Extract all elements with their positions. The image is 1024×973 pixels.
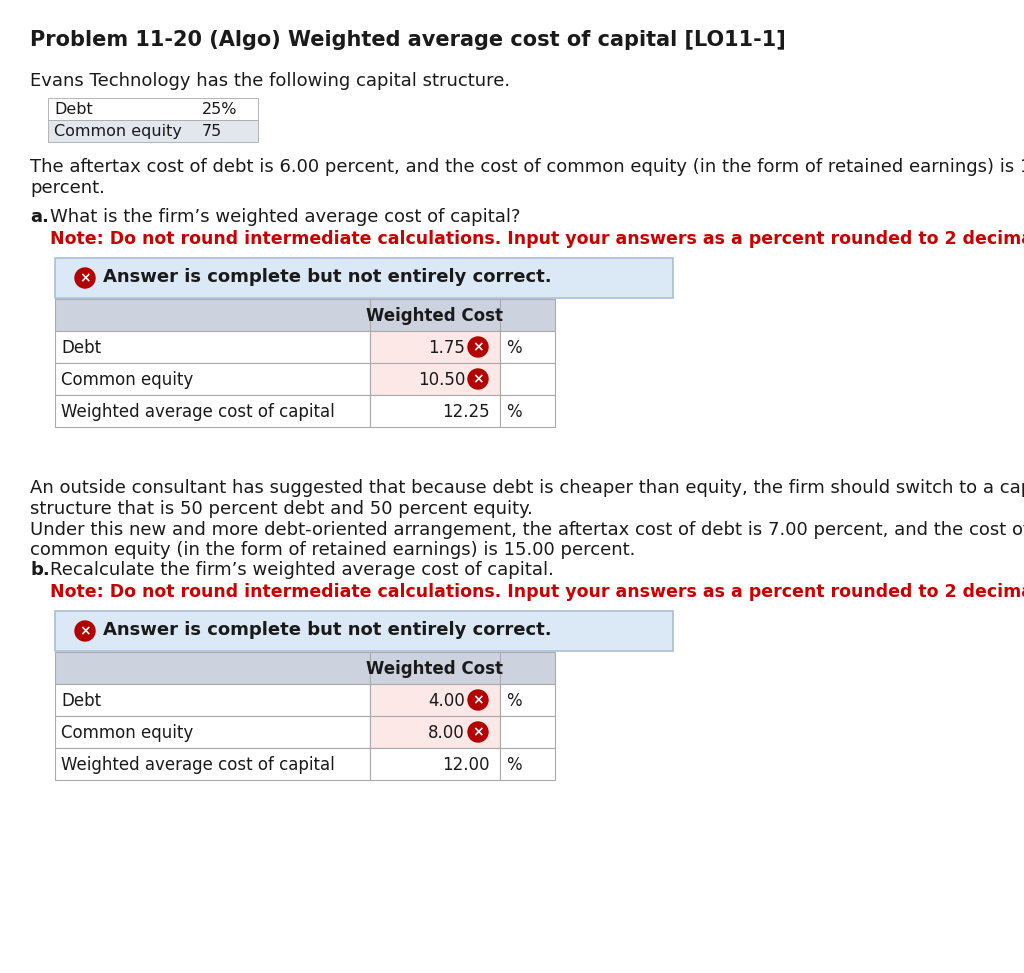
Bar: [55, 748, 370, 780]
Bar: [370, 716, 500, 748]
Text: Evans Technology has the following capital structure.: Evans Technology has the following capit…: [30, 72, 510, 90]
Text: Debt: Debt: [61, 339, 101, 357]
Text: Debt: Debt: [54, 102, 93, 117]
Circle shape: [75, 268, 95, 288]
Text: 8.00: 8.00: [428, 724, 465, 742]
Text: Common equity: Common equity: [54, 124, 182, 139]
Bar: [500, 363, 555, 395]
Text: %: %: [506, 756, 521, 774]
Text: Weighted Cost: Weighted Cost: [367, 660, 504, 678]
Bar: [55, 611, 673, 651]
Bar: [370, 363, 500, 395]
Text: Problem 11-20 (Algo) Weighted average cost of capital [LO11-1]: Problem 11-20 (Algo) Weighted average co…: [30, 30, 785, 50]
Text: 1.75: 1.75: [428, 339, 465, 357]
Text: %: %: [506, 339, 521, 357]
Bar: [55, 331, 370, 363]
Text: Weighted average cost of capital: Weighted average cost of capital: [61, 756, 335, 774]
Bar: [500, 716, 555, 748]
Bar: [370, 748, 500, 780]
Text: ×: ×: [472, 372, 483, 386]
Text: %: %: [506, 403, 521, 421]
Text: 12.25: 12.25: [442, 403, 490, 421]
Text: Recalculate the firm’s weighted average cost of capital.: Recalculate the firm’s weighted average …: [50, 561, 554, 579]
Text: ×: ×: [472, 725, 483, 739]
Bar: [48, 98, 258, 120]
Bar: [500, 395, 555, 427]
Circle shape: [75, 621, 95, 641]
Bar: [55, 652, 370, 684]
Text: Note: Do not round intermediate calculations. Input your answers as a percent ro: Note: Do not round intermediate calculat…: [50, 230, 1024, 248]
Text: a.: a.: [30, 208, 49, 226]
Text: ×: ×: [472, 693, 483, 707]
Text: Weighted Cost: Weighted Cost: [367, 307, 504, 325]
Bar: [55, 299, 370, 331]
Text: Answer is complete but not entirely correct.: Answer is complete but not entirely corr…: [103, 621, 552, 639]
Bar: [55, 258, 673, 298]
Bar: [370, 299, 500, 331]
Text: 12.00: 12.00: [442, 756, 490, 774]
Text: ×: ×: [79, 624, 91, 638]
Text: The aftertax cost of debt is 6.00 percent, and the cost of common equity (in the: The aftertax cost of debt is 6.00 percen…: [30, 158, 1024, 197]
Circle shape: [468, 722, 488, 742]
Bar: [500, 299, 555, 331]
Text: What is the firm’s weighted average cost of capital?: What is the firm’s weighted average cost…: [50, 208, 520, 226]
Text: Common equity: Common equity: [61, 371, 194, 389]
Bar: [500, 684, 555, 716]
Text: %: %: [506, 692, 521, 710]
Text: Debt: Debt: [61, 692, 101, 710]
Bar: [370, 331, 500, 363]
Circle shape: [468, 369, 488, 389]
Text: An outside consultant has suggested that because debt is cheaper than equity, th: An outside consultant has suggested that…: [30, 479, 1024, 559]
Bar: [55, 684, 370, 716]
Text: Note: Do not round intermediate calculations. Input your answers as a percent ro: Note: Do not round intermediate calculat…: [50, 583, 1024, 601]
Text: 10.50: 10.50: [418, 371, 465, 389]
Text: 25%: 25%: [202, 102, 238, 117]
Text: Answer is complete but not entirely correct.: Answer is complete but not entirely corr…: [103, 268, 552, 286]
Bar: [500, 331, 555, 363]
Bar: [55, 363, 370, 395]
Circle shape: [468, 337, 488, 357]
Text: 4.00: 4.00: [428, 692, 465, 710]
Text: b.: b.: [30, 561, 50, 579]
Text: Common equity: Common equity: [61, 724, 194, 742]
Text: 75: 75: [202, 124, 222, 139]
Bar: [370, 652, 500, 684]
Bar: [500, 652, 555, 684]
Text: ×: ×: [472, 340, 483, 354]
Bar: [500, 748, 555, 780]
Bar: [48, 120, 258, 142]
Bar: [370, 684, 500, 716]
Circle shape: [468, 690, 488, 710]
Bar: [55, 395, 370, 427]
Bar: [55, 716, 370, 748]
Bar: [370, 395, 500, 427]
Text: ×: ×: [79, 271, 91, 285]
Text: Weighted average cost of capital: Weighted average cost of capital: [61, 403, 335, 421]
